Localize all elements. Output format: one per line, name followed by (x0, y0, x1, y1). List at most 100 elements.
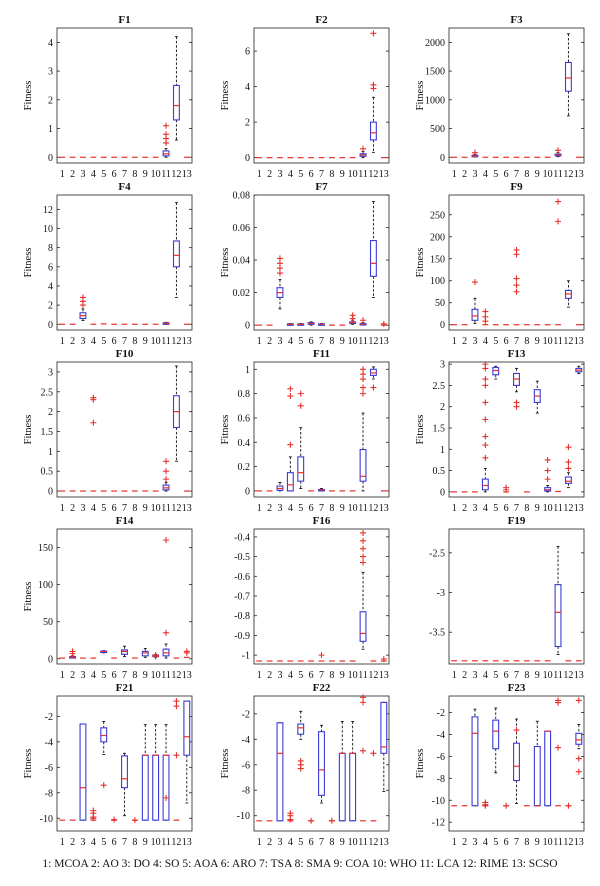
x-tick-label: 5 (101, 503, 106, 514)
x-tick-label: 2 (70, 670, 75, 681)
y-tick-label: -8 (45, 788, 53, 799)
outlier-point (90, 394, 97, 401)
outlier-point (513, 246, 520, 253)
x-tick-label: 13 (379, 837, 389, 848)
y-tick-label: 0.4 (238, 438, 251, 449)
box-body (575, 732, 583, 745)
box-body (162, 754, 170, 821)
outlier-point (100, 782, 107, 789)
y-tick-label: 0.2 (238, 462, 251, 473)
plot-title: F23 (508, 682, 526, 694)
x-tick-label: 13 (182, 169, 192, 180)
box-4 (90, 394, 97, 492)
box-12 (369, 30, 377, 153)
box-12 (172, 365, 180, 462)
x-tick-label: 8 (132, 169, 137, 180)
plot-frame (253, 27, 390, 164)
x-tick-label: 12 (563, 336, 573, 347)
y-tick-label: -0.9 (234, 631, 250, 642)
x-tick-label: 6 (504, 169, 509, 180)
y-tick-label: -0.8 (234, 611, 250, 622)
y-tick-label: 150 (38, 543, 53, 554)
outlier-point (360, 553, 367, 560)
y-tick-label: 2 (48, 301, 53, 312)
x-tick-label: 12 (563, 503, 573, 514)
outlier-point (482, 802, 489, 809)
x-tick-label: 10 (151, 503, 161, 514)
x-tick-label: 10 (543, 169, 553, 180)
y-tick-label: -8 (437, 774, 445, 785)
plot-title: F2 (315, 14, 328, 26)
y-tick-label: 100 (38, 580, 53, 591)
box-body (121, 649, 128, 655)
x-tick-label: 11 (553, 837, 563, 848)
y-tick-label: 0 (245, 486, 250, 497)
x-tick-label: 2 (267, 503, 272, 514)
x-tick-label: 3 (472, 169, 477, 180)
plot-title: F14 (116, 515, 134, 527)
plot-title: F9 (510, 181, 523, 193)
x-tick-label: 2 (462, 670, 467, 681)
y-tick-label: 3 (440, 360, 445, 371)
outlier-point (360, 145, 367, 152)
y-tick-label: 4 (48, 281, 53, 292)
y-tick-label: 2000 (425, 38, 445, 49)
box-13 (575, 697, 583, 775)
box-7 (121, 752, 128, 817)
x-tick-label: 7 (319, 837, 324, 848)
box-13 (183, 700, 191, 804)
y-tick-label: 0 (48, 153, 53, 164)
box-6 (308, 817, 315, 824)
y-axis-label: Fitness (415, 749, 426, 779)
y-tick-label: 3 (48, 367, 53, 378)
box-body (544, 730, 552, 807)
box-11 (554, 147, 562, 158)
x-tick-label: 4 (288, 336, 293, 347)
box-8 (131, 817, 138, 824)
outlier-point (575, 755, 582, 762)
x-tick-label: 6 (309, 169, 314, 180)
x-tick-label: 6 (112, 503, 117, 514)
plot-frame (56, 194, 193, 331)
outlier-point (163, 458, 170, 465)
x-tick-label: 9 (340, 336, 345, 347)
box-12 (564, 280, 572, 308)
plot-title: F11 (313, 348, 330, 360)
x-tick-label: 7 (514, 336, 519, 347)
box-body (492, 719, 500, 750)
plot-title: F3 (510, 14, 523, 26)
y-tick-label: 1 (48, 447, 53, 458)
x-tick-label: 10 (543, 670, 553, 681)
box-5 (297, 710, 305, 772)
x-tick-label: 2 (462, 169, 467, 180)
x-tick-label: 5 (298, 169, 303, 180)
box-body (554, 584, 562, 648)
x-tick-label: 8 (524, 670, 529, 681)
x-tick-label: 1 (60, 336, 65, 347)
outlier-point (360, 317, 367, 324)
x-tick-label: 10 (543, 503, 553, 514)
y-tick-label: -6 (242, 760, 250, 771)
y-tick-label: 0.8 (238, 389, 251, 400)
x-tick-label: 13 (182, 336, 192, 347)
x-tick-label: 7 (122, 503, 127, 514)
box-6 (307, 321, 315, 326)
outlier-point (555, 218, 562, 225)
outlier-point (513, 275, 520, 282)
y-tick-label: 0.5 (433, 466, 446, 477)
x-tick-label: 1 (452, 169, 457, 180)
x-tick-label: 10 (151, 837, 161, 848)
y-tick-label: 6 (245, 47, 250, 58)
x-tick-label: 11 (553, 336, 563, 347)
x-tick-label: 9 (340, 169, 345, 180)
y-tick-label: 1 (48, 124, 53, 135)
outlier-point (482, 416, 489, 423)
outlier-point (163, 537, 170, 544)
x-tick-label: 6 (504, 503, 509, 514)
outlier-point (565, 465, 572, 472)
x-tick-label: 2 (462, 837, 467, 848)
